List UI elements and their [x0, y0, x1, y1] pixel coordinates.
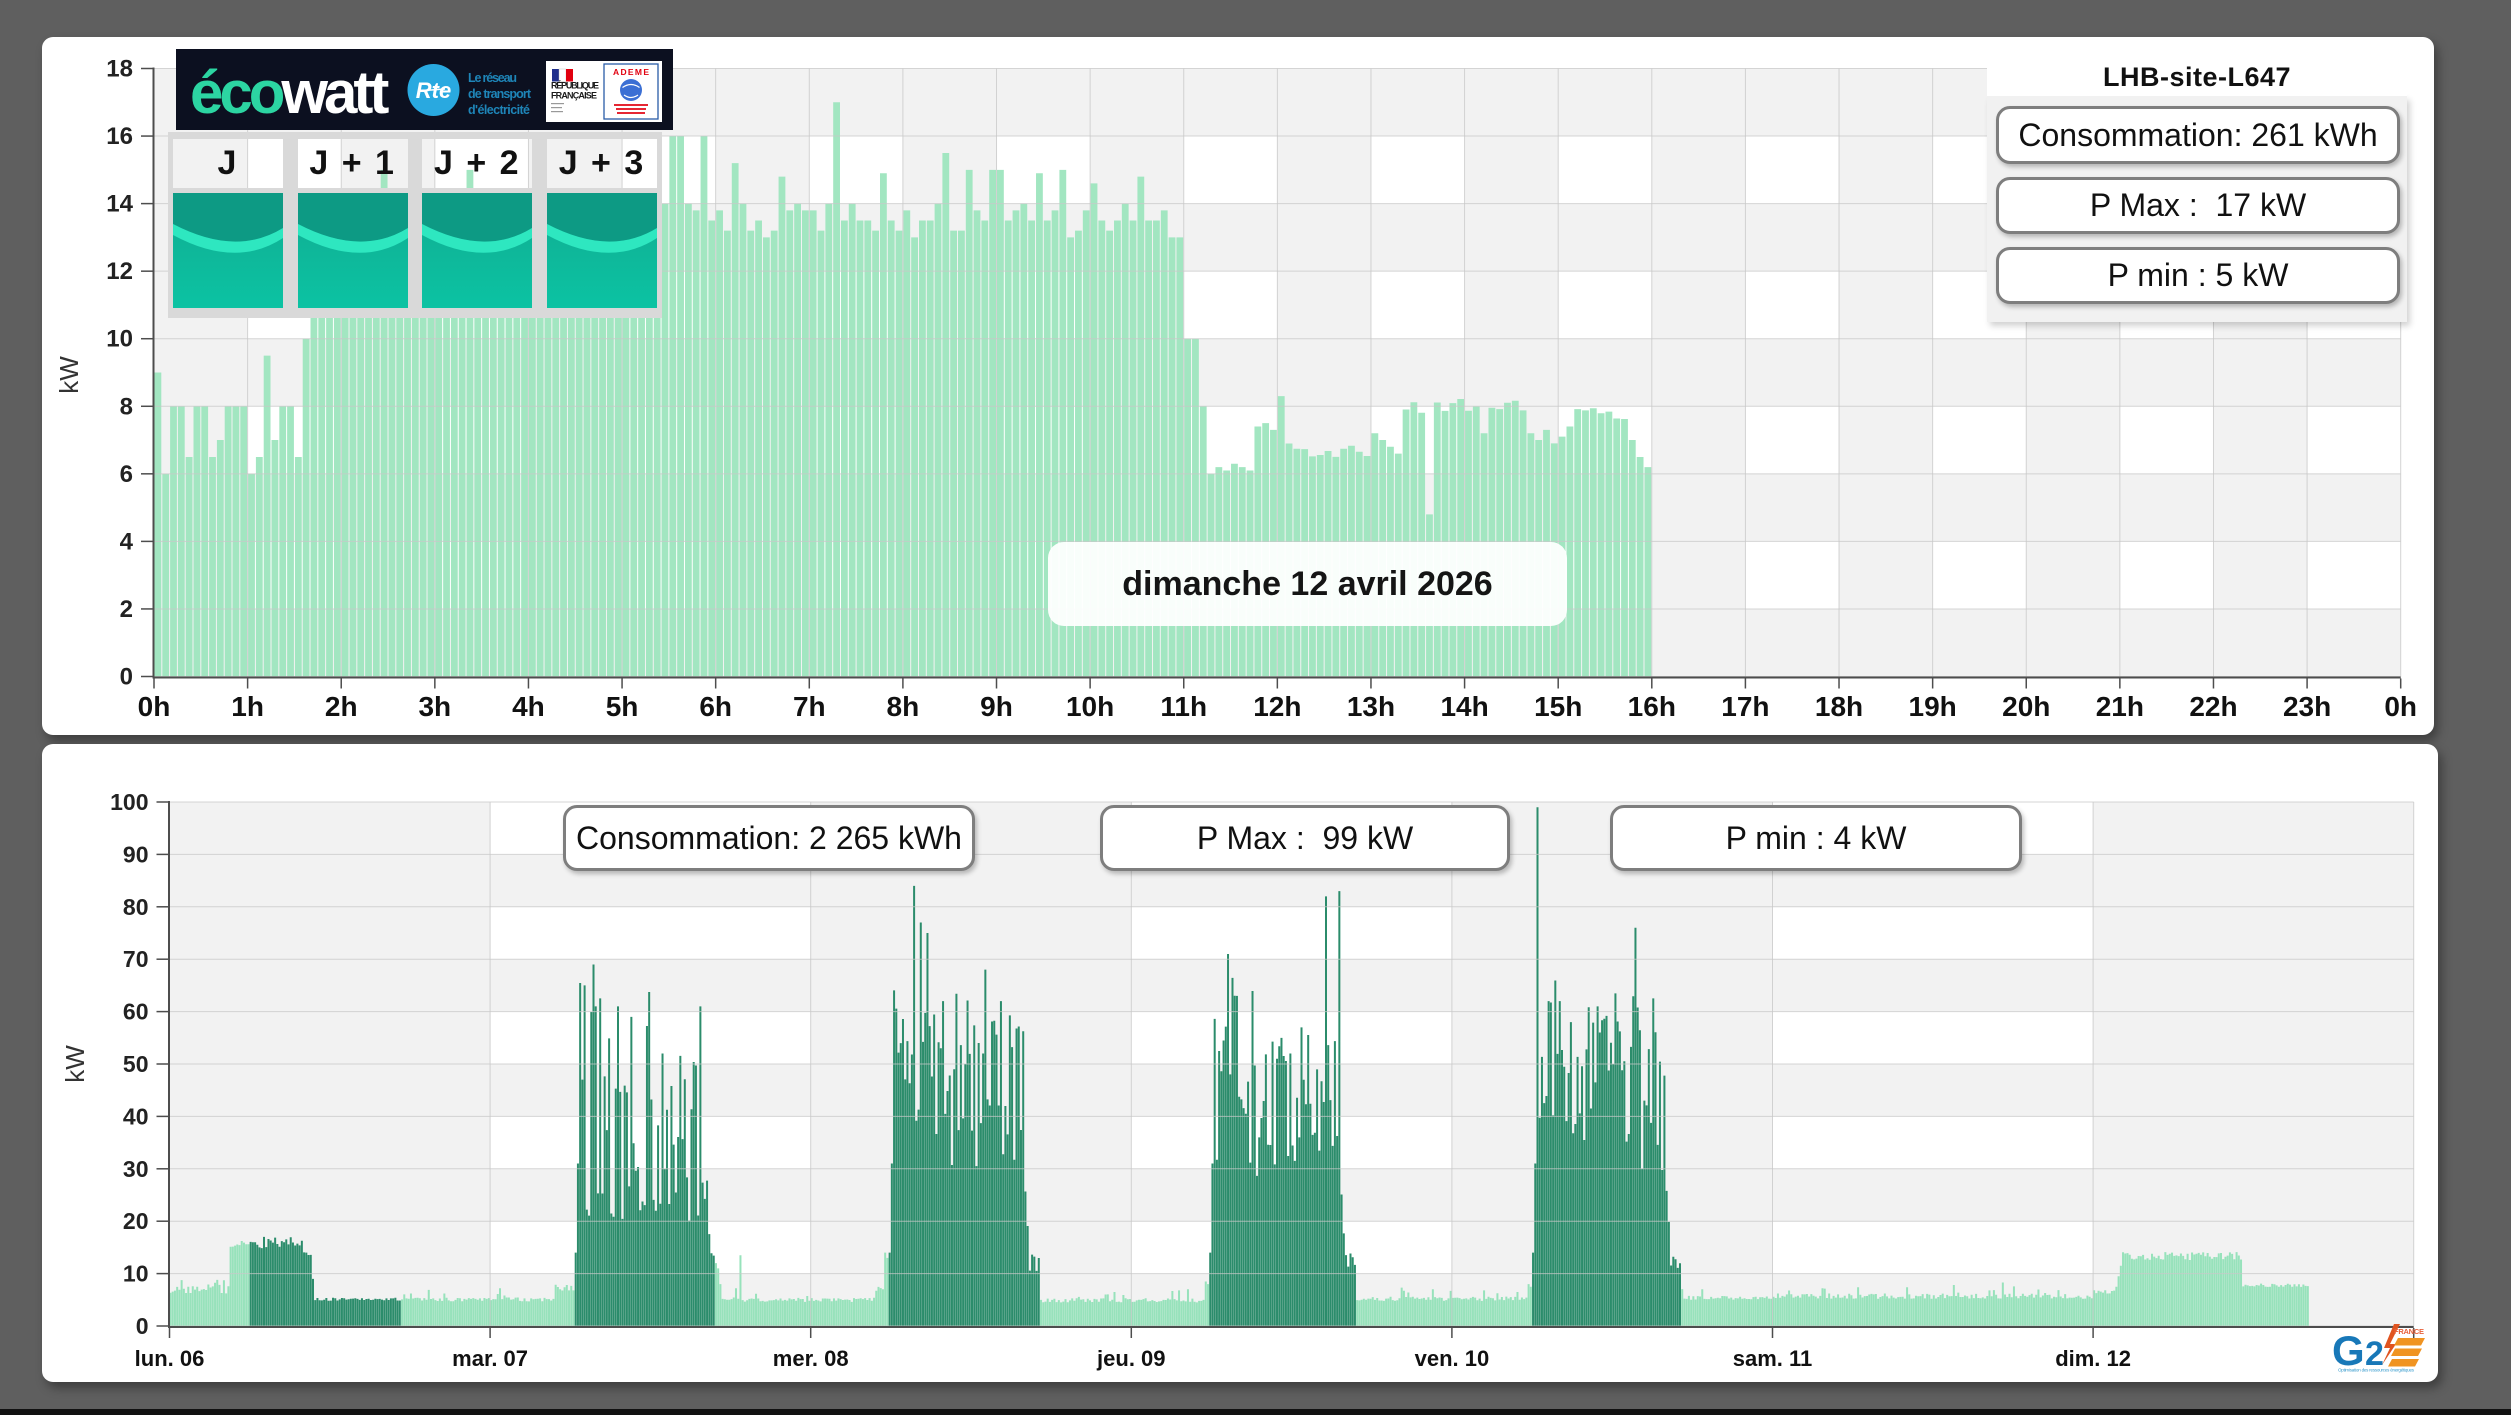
svg-text:6: 6	[120, 461, 133, 488]
svg-text:0h: 0h	[138, 691, 171, 722]
svg-text:FRANÇAISE: FRANÇAISE	[551, 91, 597, 101]
svg-text:0h: 0h	[2384, 691, 2417, 722]
svg-text:FRANCE: FRANCE	[2394, 1327, 2424, 1336]
svg-text:80: 80	[123, 894, 149, 920]
svg-text:Le réseau: Le réseau	[468, 71, 517, 85]
svg-text:17h: 17h	[1721, 691, 1769, 722]
svg-text:2: 2	[120, 596, 133, 623]
svg-text:dim. 12: dim. 12	[2055, 1346, 2131, 1371]
svg-text:ADEME: ADEME	[613, 67, 649, 77]
svg-text:jeu. 09: jeu. 09	[1096, 1346, 1165, 1371]
svg-text:6h: 6h	[699, 691, 732, 722]
svg-text:18: 18	[106, 56, 133, 83]
svg-text:lun. 06: lun. 06	[135, 1346, 205, 1371]
svg-text:G: G	[2332, 1327, 2365, 1374]
svg-text:mer. 08: mer. 08	[773, 1346, 849, 1371]
svg-text:3h: 3h	[418, 691, 451, 722]
svg-text:16h: 16h	[1628, 691, 1676, 722]
svg-text:14h: 14h	[1440, 691, 1488, 722]
svg-text:19h: 19h	[1909, 691, 1957, 722]
svg-text:2h: 2h	[325, 691, 358, 722]
svg-text:de transport: de transport	[468, 87, 532, 101]
svg-text:21h: 21h	[2096, 691, 2144, 722]
svg-text:20: 20	[123, 1208, 149, 1234]
svg-text:14: 14	[106, 191, 133, 218]
svg-text:23h: 23h	[2283, 691, 2331, 722]
svg-text:12: 12	[106, 258, 133, 285]
svg-text:ven. 10: ven. 10	[1415, 1346, 1490, 1371]
svg-text:18h: 18h	[1815, 691, 1863, 722]
svg-text:10: 10	[106, 326, 133, 353]
svg-text:d'électricité: d'électricité	[468, 103, 530, 117]
svg-text:kW: kW	[54, 356, 84, 394]
svg-text:22h: 22h	[2189, 691, 2237, 722]
svg-text:8h: 8h	[887, 691, 920, 722]
svg-text:10: 10	[123, 1261, 149, 1287]
svg-text:5h: 5h	[606, 691, 639, 722]
svg-text:60: 60	[123, 999, 149, 1025]
svg-text:9h: 9h	[980, 691, 1013, 722]
svg-text:30: 30	[123, 1156, 149, 1182]
svg-text:13h: 13h	[1347, 691, 1395, 722]
svg-text:100: 100	[110, 789, 148, 815]
svg-text:8: 8	[120, 393, 133, 420]
svg-text:40: 40	[123, 1103, 149, 1129]
svg-text:7h: 7h	[793, 691, 826, 722]
svg-text:10h: 10h	[1066, 691, 1114, 722]
svg-text:kW: kW	[60, 1045, 90, 1083]
svg-text:0: 0	[136, 1313, 149, 1339]
svg-text:70: 70	[123, 946, 149, 972]
svg-text:4: 4	[120, 528, 134, 555]
svg-text:RÉPUBLIQUE: RÉPUBLIQUE	[551, 81, 599, 91]
svg-text:12h: 12h	[1253, 691, 1301, 722]
svg-text:90: 90	[123, 841, 149, 867]
svg-text:20h: 20h	[2002, 691, 2050, 722]
svg-text:Optimisation des ressources én: Optimisation des ressources énergétiques	[2338, 1368, 2415, 1373]
svg-text:0: 0	[120, 664, 133, 691]
svg-text:11h: 11h	[1160, 691, 1207, 722]
svg-text:15h: 15h	[1534, 691, 1582, 722]
svg-text:mar. 07: mar. 07	[452, 1346, 528, 1371]
svg-text:4h: 4h	[512, 691, 545, 722]
svg-text:50: 50	[123, 1051, 149, 1077]
svg-text:sam. 11: sam. 11	[1733, 1346, 1813, 1371]
svg-text:2: 2	[2365, 1335, 2384, 1373]
svg-text:1h: 1h	[231, 691, 264, 722]
svg-text:16: 16	[106, 123, 133, 150]
